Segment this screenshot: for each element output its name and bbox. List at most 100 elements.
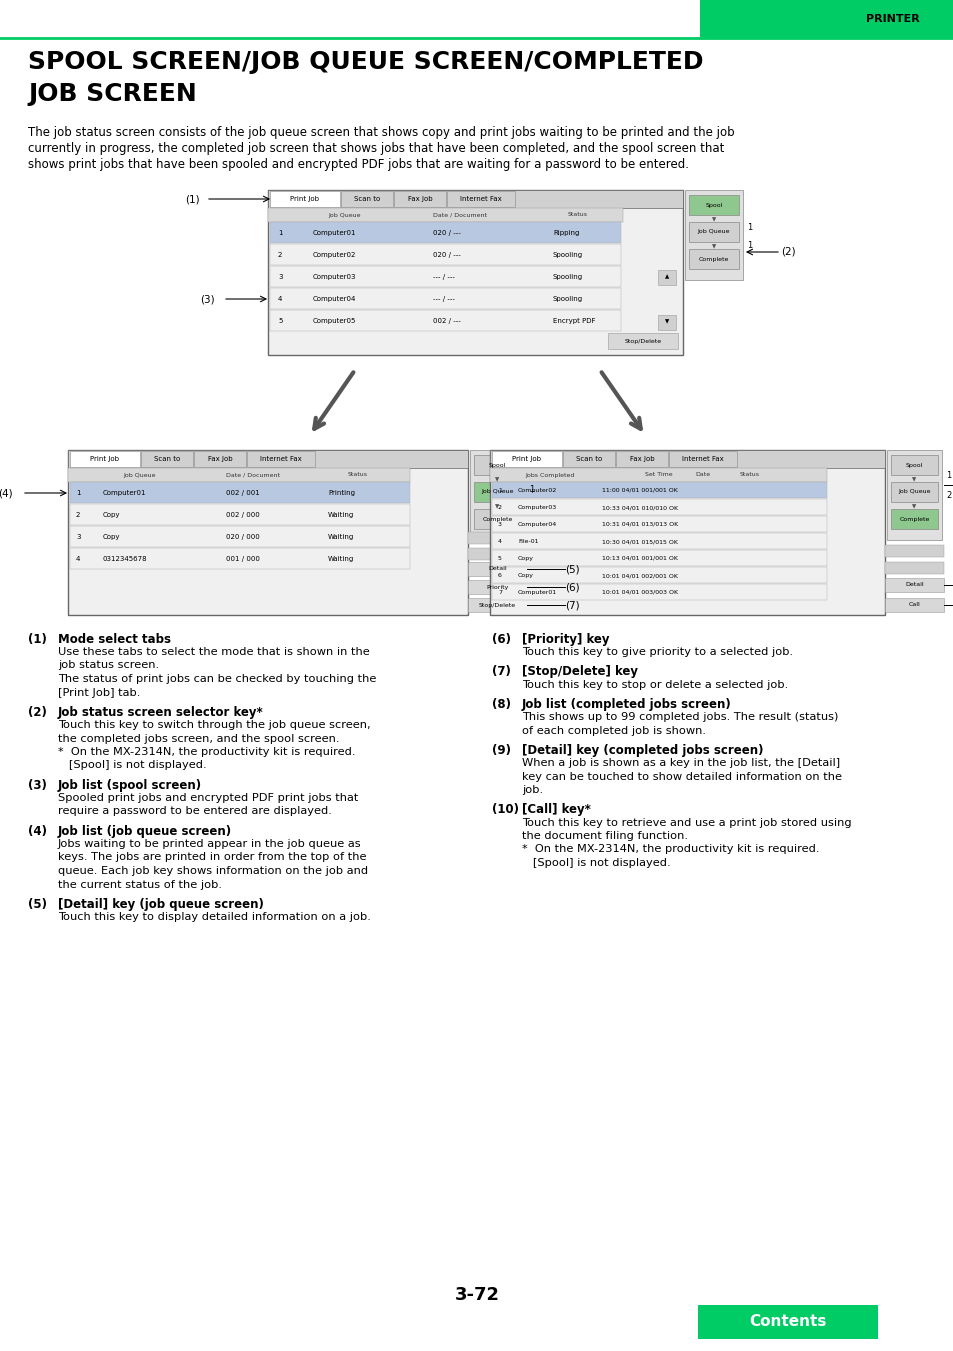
Bar — [607, 332, 678, 349]
Text: PRINTER: PRINTER — [865, 14, 919, 24]
Text: Status: Status — [740, 473, 760, 477]
Bar — [492, 482, 826, 499]
Text: 10:13 04/01 001/001 OK: 10:13 04/01 001/001 OK — [601, 557, 678, 561]
Text: shows print jobs that have been spooled and encrypted PDF jobs that are waiting : shows print jobs that have been spooled … — [28, 158, 688, 172]
Text: 1: 1 — [945, 470, 950, 480]
Bar — [890, 482, 937, 503]
Text: 002 / ---: 002 / --- — [433, 317, 460, 324]
Text: 002 / 000: 002 / 000 — [226, 512, 259, 517]
Text: Detail: Detail — [904, 582, 923, 588]
Bar — [268, 208, 622, 222]
Bar — [468, 598, 526, 612]
Text: 020 / ---: 020 / --- — [433, 253, 460, 258]
Text: 1: 1 — [529, 485, 534, 494]
Text: Computer05: Computer05 — [313, 317, 356, 324]
Text: Internet Fax: Internet Fax — [260, 457, 301, 462]
Text: Computer02: Computer02 — [517, 488, 557, 493]
Text: Fax Job: Fax Job — [407, 196, 432, 203]
Text: (3): (3) — [28, 780, 47, 792]
Bar — [270, 222, 620, 243]
Text: Use these tabs to select the mode that is shown in the: Use these tabs to select the mode that i… — [58, 647, 370, 657]
Bar — [474, 455, 520, 476]
Text: Spooling: Spooling — [553, 296, 582, 303]
Text: Spool: Spool — [904, 462, 923, 467]
Text: Print Job: Print Job — [291, 196, 319, 203]
Bar — [688, 222, 739, 242]
Text: File-01: File-01 — [517, 539, 537, 544]
Bar — [492, 584, 826, 600]
Bar — [700, 0, 953, 38]
Text: Job Queue: Job Queue — [480, 489, 514, 494]
Text: Computer01: Computer01 — [103, 490, 147, 496]
Text: Stop/Delete: Stop/Delete — [624, 339, 660, 343]
Text: When a job is shown as a key in the job list, the [Detail]: When a job is shown as a key in the job … — [521, 758, 840, 767]
Text: Status: Status — [348, 473, 368, 477]
Text: Spool: Spool — [488, 462, 506, 467]
Bar — [492, 451, 561, 467]
Text: Set Time: Set Time — [644, 473, 672, 477]
Text: (8): (8) — [492, 698, 511, 711]
Bar — [668, 451, 737, 467]
Bar — [394, 190, 446, 207]
Text: 020 / ---: 020 / --- — [433, 230, 460, 236]
Text: 1: 1 — [277, 230, 282, 236]
Bar — [884, 578, 943, 592]
Bar — [270, 266, 620, 286]
Text: 020 / 000: 020 / 000 — [226, 534, 259, 540]
Text: job status screen.: job status screen. — [58, 661, 159, 670]
Text: Copy: Copy — [517, 573, 534, 578]
Bar — [247, 451, 314, 467]
Text: 10:33 04/01 010/010 OK: 10:33 04/01 010/010 OK — [601, 505, 678, 509]
Text: 10:31 04/01 013/013 OK: 10:31 04/01 013/013 OK — [601, 521, 678, 527]
Text: (7): (7) — [564, 600, 579, 611]
Text: Print Job: Print Job — [512, 457, 541, 462]
Text: Computer02: Computer02 — [313, 253, 356, 258]
Bar — [474, 509, 520, 530]
Text: 002 / 001: 002 / 001 — [226, 490, 259, 496]
Text: Encrypt PDF: Encrypt PDF — [553, 317, 595, 324]
Text: [Detail] key (completed jobs screen): [Detail] key (completed jobs screen) — [521, 744, 762, 757]
Text: (1): (1) — [28, 634, 47, 646]
Bar — [268, 190, 682, 355]
Bar — [562, 451, 615, 467]
Bar — [470, 450, 524, 540]
Text: Computer04: Computer04 — [517, 521, 557, 527]
Text: Computer01: Computer01 — [517, 590, 557, 594]
Text: Waiting: Waiting — [328, 534, 354, 540]
Text: 4: 4 — [277, 296, 282, 303]
Bar — [474, 482, 520, 503]
Text: (3): (3) — [200, 295, 214, 304]
Text: the current status of the job.: the current status of the job. — [58, 880, 222, 889]
Text: (6): (6) — [492, 634, 511, 646]
Text: Priority: Priority — [486, 585, 508, 589]
Bar — [68, 450, 468, 615]
Text: Spool: Spool — [704, 203, 722, 208]
Text: Internet Fax: Internet Fax — [681, 457, 723, 462]
Text: Touch this key to retrieve and use a print job stored using: Touch this key to retrieve and use a pri… — [521, 817, 851, 828]
Text: Touch this key to stop or delete a selected job.: Touch this key to stop or delete a selec… — [521, 680, 787, 689]
Text: Spooled print jobs and encrypted PDF print jobs that: Spooled print jobs and encrypted PDF pri… — [58, 793, 358, 802]
Bar — [193, 451, 246, 467]
Text: 2: 2 — [497, 505, 501, 509]
Text: Scan to: Scan to — [576, 457, 601, 462]
Text: 3: 3 — [497, 521, 501, 527]
Text: of each completed job is shown.: of each completed job is shown. — [521, 725, 705, 735]
Text: 1: 1 — [746, 240, 752, 250]
Bar — [70, 451, 140, 467]
Text: (10): (10) — [492, 804, 518, 816]
Bar — [658, 315, 676, 330]
Bar — [70, 504, 410, 526]
Text: 6: 6 — [497, 573, 501, 578]
Bar — [492, 550, 826, 566]
Text: Copy: Copy — [103, 512, 120, 517]
Text: 1: 1 — [76, 490, 80, 496]
Text: Job Queue: Job Queue — [697, 230, 729, 235]
Text: Scan to: Scan to — [153, 457, 180, 462]
Text: [Spool] is not displayed.: [Spool] is not displayed. — [58, 761, 207, 770]
Bar — [684, 190, 742, 280]
Bar — [616, 451, 667, 467]
Bar — [468, 562, 526, 576]
Text: Date / Document: Date / Document — [433, 212, 486, 218]
Text: Stop/Delete: Stop/Delete — [478, 603, 516, 608]
Bar — [658, 270, 676, 285]
